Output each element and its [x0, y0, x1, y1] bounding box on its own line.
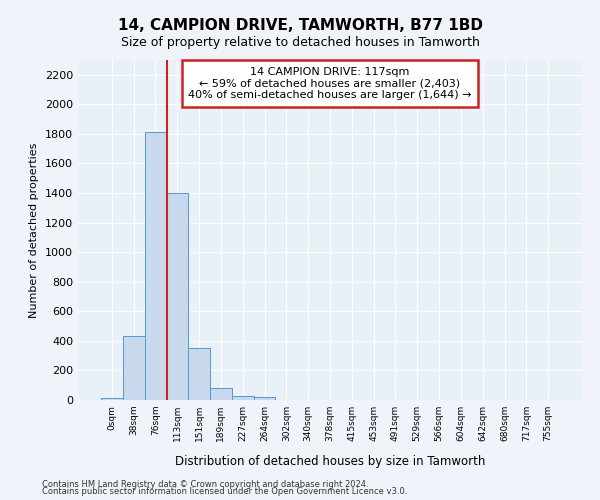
Text: 14 CAMPION DRIVE: 117sqm
← 59% of detached houses are smaller (2,403)
40% of sem: 14 CAMPION DRIVE: 117sqm ← 59% of detach…: [188, 67, 472, 100]
Bar: [232, 396, 254, 400]
Bar: [101, 398, 123, 400]
Bar: [123, 336, 145, 400]
Text: Contains public sector information licensed under the Open Government Licence v3: Contains public sector information licen…: [42, 487, 407, 496]
Y-axis label: Number of detached properties: Number of detached properties: [29, 142, 40, 318]
Bar: [166, 193, 188, 400]
X-axis label: Distribution of detached houses by size in Tamworth: Distribution of detached houses by size …: [175, 455, 485, 468]
Text: Contains HM Land Registry data © Crown copyright and database right 2024.: Contains HM Land Registry data © Crown c…: [42, 480, 368, 489]
Bar: [188, 348, 210, 400]
Bar: [254, 397, 275, 400]
Bar: [210, 388, 232, 400]
Bar: [145, 132, 166, 400]
Text: Size of property relative to detached houses in Tamworth: Size of property relative to detached ho…: [121, 36, 479, 49]
Text: 14, CAMPION DRIVE, TAMWORTH, B77 1BD: 14, CAMPION DRIVE, TAMWORTH, B77 1BD: [118, 18, 482, 32]
